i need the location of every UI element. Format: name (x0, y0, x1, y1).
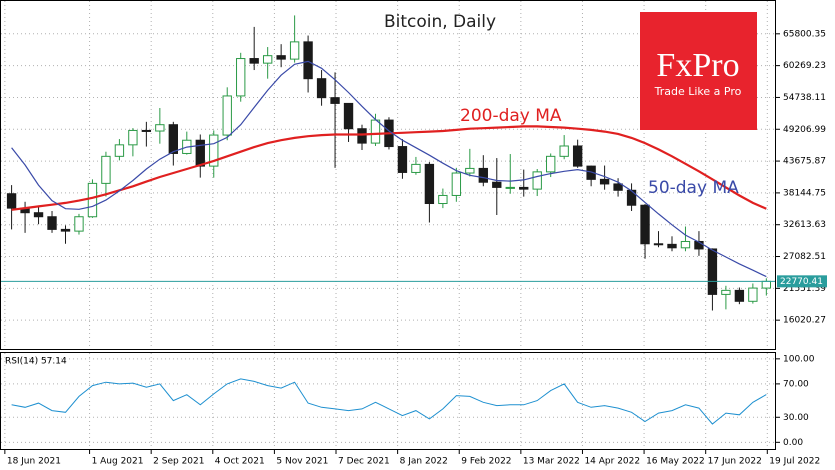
rsi-title: RSI(14) 57.14 (5, 357, 67, 367)
candle-body (680, 240, 691, 249)
chart-title: Bitcoin, Daily (384, 12, 496, 32)
x-tick-label: 9 Feb 2022 (461, 457, 511, 467)
logo-box (640, 12, 757, 130)
candle-body (370, 119, 381, 144)
x-tick-label: 1 Aug 2021 (92, 457, 144, 467)
x-tick-label: 13 Mar 2022 (523, 457, 580, 467)
y-tick-label: 70.00 (783, 379, 809, 389)
candle-body (505, 186, 515, 189)
candle-body (667, 243, 677, 249)
x-tick-label: 8 Jan 2022 (400, 457, 448, 467)
candle-body (397, 146, 408, 173)
candle-body (209, 134, 219, 167)
candle-body (451, 172, 462, 196)
candle-body (519, 186, 529, 190)
candle-body (236, 58, 246, 97)
candle-body (721, 289, 731, 295)
candle-body (572, 145, 583, 167)
x-tick-label: 7 Dec 2021 (338, 457, 390, 467)
y-tick-label: 0.00 (783, 438, 803, 448)
candle-body (613, 183, 623, 191)
candle-body (465, 167, 475, 174)
candle-body (33, 212, 44, 218)
candle-body (60, 228, 71, 232)
candle-body (74, 216, 84, 232)
y-tick-label: 49206.99 (783, 125, 826, 135)
ma-line (11, 60, 767, 278)
candle-body (438, 194, 448, 205)
candle-body (262, 55, 273, 64)
candle-body (195, 139, 205, 167)
x-tick-label: 5 Nov 2021 (276, 457, 328, 467)
candle-body (357, 128, 367, 144)
x-tick-label: 2 Sep 2021 (153, 457, 204, 467)
y-tick-label: 27082.51 (783, 252, 826, 262)
candle-body (748, 287, 758, 302)
candle-body (734, 289, 745, 302)
y-tick-label: 16020.27 (783, 316, 826, 326)
price-label-box (777, 275, 827, 288)
candle-body (411, 163, 421, 173)
candle-body (222, 95, 232, 136)
y-tick-label: 21551.39 (783, 284, 826, 294)
candle-body (546, 155, 556, 173)
y-tick-label: 65800.35 (783, 29, 826, 39)
rsi-line (11, 378, 767, 425)
logo-brand: FxPro (656, 47, 739, 84)
candle-body (87, 182, 98, 218)
candle-body (761, 280, 772, 289)
x-tick-label: 18 Jun 2021 (7, 457, 61, 467)
candle-body (303, 41, 313, 80)
price-label: 22770.41 (780, 277, 823, 287)
price-panel (0, 0, 776, 350)
candle-body (640, 204, 650, 245)
candle-body (478, 167, 488, 183)
y-tick-label: 100.00 (783, 354, 815, 364)
candle-body (559, 145, 569, 157)
candle-body (653, 243, 664, 246)
candle-body (276, 55, 286, 60)
candle-body (599, 178, 610, 185)
logo-tagline: Trade Like a Pro (654, 85, 742, 98)
candle-body (492, 181, 502, 188)
candle-body (626, 189, 637, 206)
candle-body (330, 97, 340, 104)
rsi-panel (0, 352, 776, 450)
ma-label: 50-day MA (648, 178, 739, 198)
x-tick-label: 4 Oct 2021 (215, 457, 265, 467)
candle-body (424, 163, 435, 205)
x-tick-label: 19 Jul 2022 (769, 457, 820, 467)
logo: FxPro Trade Like a Pro (640, 12, 757, 130)
candle-body (249, 58, 259, 64)
candle-body (168, 124, 178, 154)
y-tick-label: 38144.75 (783, 188, 826, 198)
candle-body (155, 124, 165, 132)
candle-body (6, 193, 17, 209)
y-tick-label: 60269.23 (783, 61, 826, 71)
candle-body (114, 144, 125, 157)
y-tick-label: 32613.63 (783, 220, 826, 230)
candle-body (316, 78, 327, 99)
ma-line (11, 125, 767, 211)
ma-label: 200-day MA (460, 106, 562, 126)
x-tick-label: 14 Apr 2022 (584, 457, 640, 467)
candle-body (289, 41, 300, 60)
candle-body (343, 102, 354, 130)
candle-body (707, 248, 718, 295)
candle-body (128, 129, 138, 146)
candle-body (141, 129, 152, 132)
y-tick-label: 54738.11 (783, 93, 826, 103)
x-tick-label: 16 May 2022 (646, 457, 705, 467)
candle-body (47, 216, 57, 230)
candle-body (532, 171, 542, 190)
y-tick-label: 30.00 (783, 413, 809, 423)
y-tick-label: 43675.87 (783, 157, 826, 167)
candle-body (101, 155, 111, 184)
x-tick-label: 17 Jun 2022 (708, 457, 762, 467)
